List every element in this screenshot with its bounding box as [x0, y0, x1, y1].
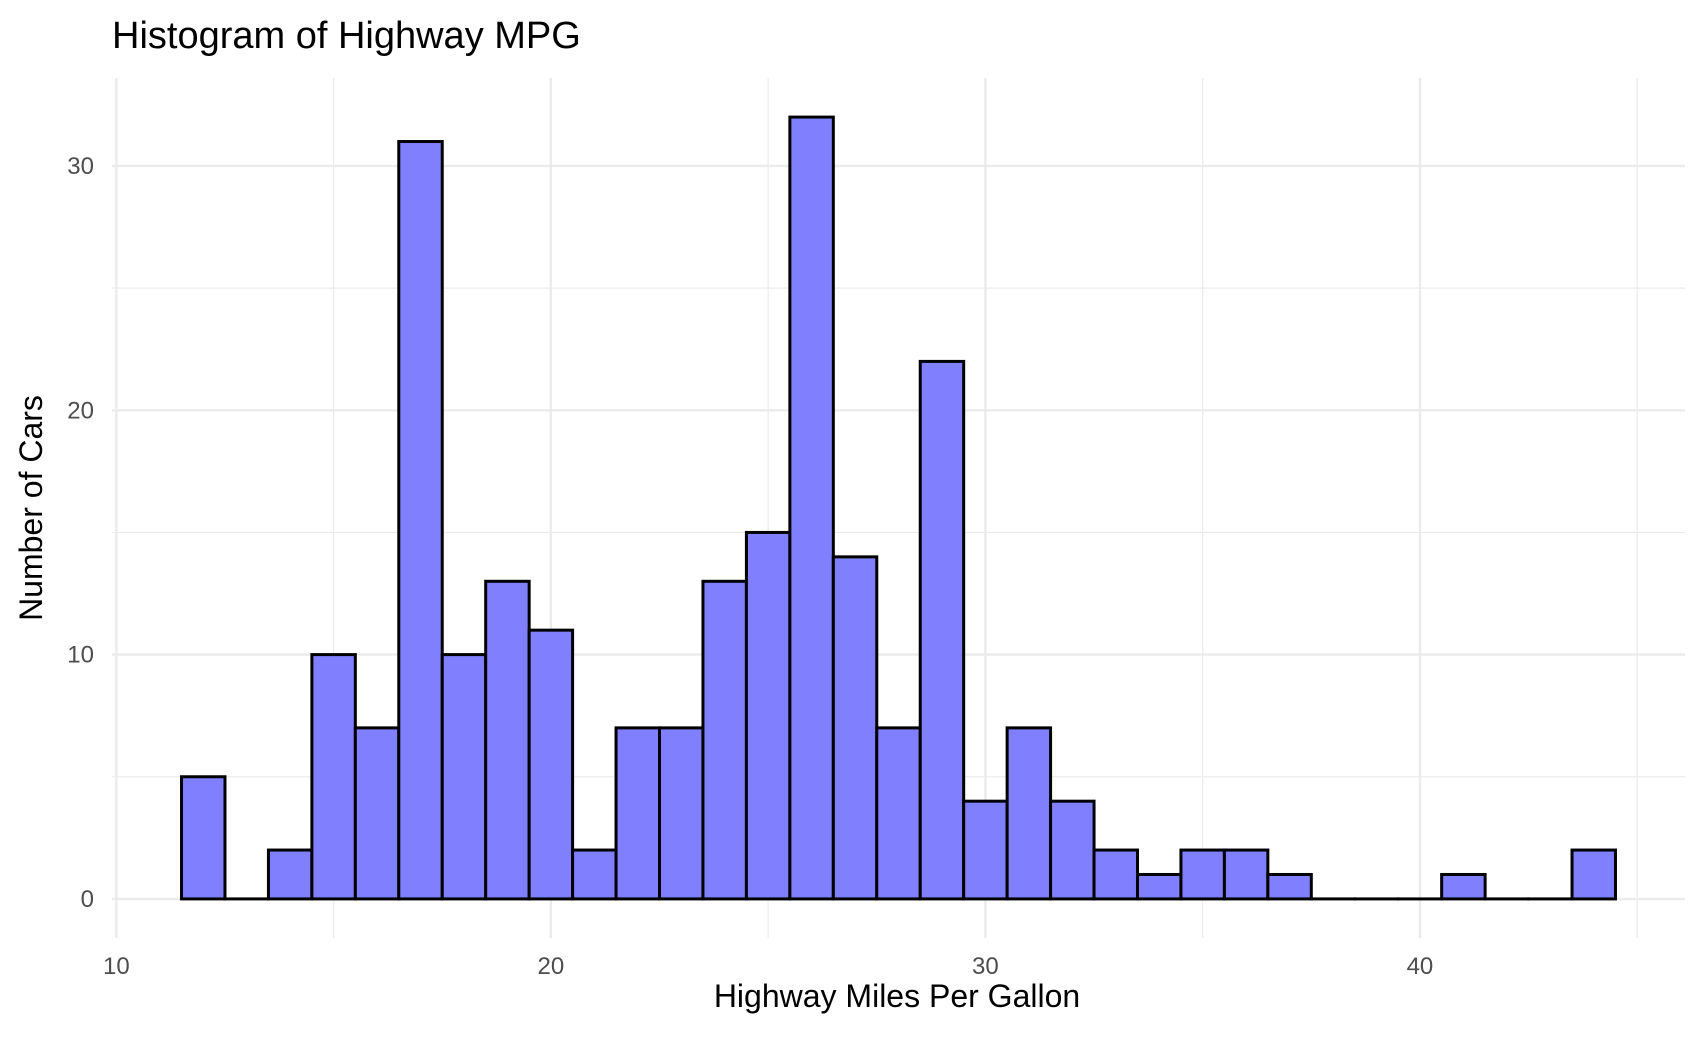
- histogram-bar: [397, 140, 444, 901]
- histogram-bar: [1049, 799, 1096, 901]
- x-tick-label: 30: [972, 953, 999, 980]
- y-tick-label: 20: [67, 397, 94, 424]
- histogram-bar: [527, 628, 575, 901]
- histogram-bar: [962, 799, 1009, 901]
- histogram-bar: [180, 775, 227, 901]
- x-axis-ticks: 10 20 30 40: [103, 953, 1433, 980]
- y-axis-ticks: 0 10 20 30: [67, 153, 94, 913]
- histogram-bar: [440, 653, 488, 901]
- histogram-bar: [788, 115, 835, 901]
- histogram-bar: [1005, 726, 1053, 901]
- histogram-bar: [658, 726, 705, 901]
- histogram-bar: [1092, 848, 1139, 901]
- histogram-bar: [831, 555, 879, 901]
- histogram-bar: [1135, 872, 1183, 901]
- x-tick-label: 40: [1407, 953, 1434, 980]
- histogram-bar: [310, 653, 357, 901]
- y-tick-label: 0: [81, 886, 94, 913]
- y-axis-title: Number of Cars: [13, 395, 49, 621]
- x-tick-label: 20: [538, 953, 565, 980]
- histogram-bar: [1440, 872, 1487, 901]
- histogram-bars: [180, 115, 1617, 901]
- histogram-bar: [1570, 848, 1617, 901]
- y-tick-label: 10: [67, 642, 94, 669]
- y-tick-label: 30: [67, 153, 94, 180]
- histogram-bar: [614, 726, 662, 901]
- histogram-bar: [1266, 872, 1313, 901]
- histogram-bar: [701, 579, 748, 901]
- histogram-bar: [353, 726, 401, 901]
- histogram-bar: [1179, 848, 1226, 901]
- histogram-bar: [484, 579, 531, 901]
- histogram-bar: [266, 848, 314, 901]
- x-tick-label: 10: [103, 953, 130, 980]
- x-axis-title: Highway Miles Per Gallon: [714, 978, 1080, 1014]
- histogram-bar: [571, 848, 618, 901]
- histogram-bar: [918, 359, 966, 901]
- histogram-bar: [1222, 848, 1270, 901]
- histogram-bar: [744, 530, 792, 901]
- chart-title: Histogram of Highway MPG: [112, 15, 581, 57]
- histogram-bar: [875, 726, 922, 901]
